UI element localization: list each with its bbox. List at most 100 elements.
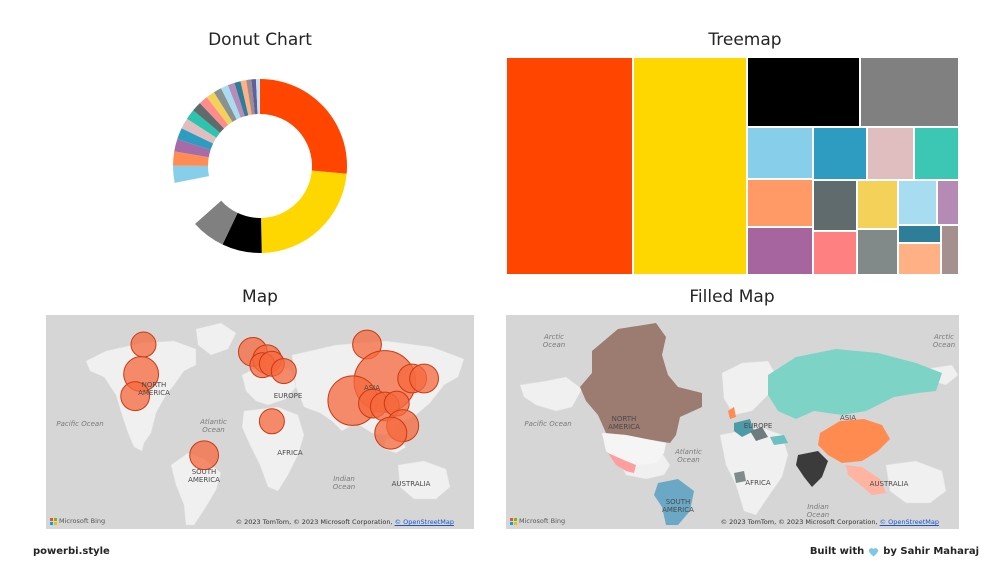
treemap-tile[interactable] [746, 126, 813, 180]
country-canada-us [580, 323, 702, 443]
treemap-tile[interactable] [812, 126, 868, 180]
donut-slice[interactable] [173, 165, 209, 183]
country-middle-east [770, 435, 788, 445]
donut-slice[interactable] [193, 103, 225, 133]
filled-map[interactable]: Arctic Ocean Arctic Ocean NORTH AMERICA … [506, 315, 959, 529]
donut-slice[interactable] [220, 85, 241, 120]
donut-slice[interactable] [234, 81, 249, 117]
treemap-tile[interactable] [859, 57, 959, 127]
map-bubble[interactable] [258, 408, 285, 435]
filled-label-indian: Indian Ocean [806, 503, 830, 519]
bubble-map-canvas[interactable] [46, 315, 474, 529]
donut-slice[interactable] [222, 212, 262, 253]
donut-slice[interactable] [174, 176, 222, 224]
treemap-tile[interactable] [746, 57, 860, 127]
treemap-tile[interactable] [897, 224, 942, 244]
donut-slice[interactable] [255, 79, 260, 115]
donut-slice[interactable] [246, 79, 255, 115]
donut-slice[interactable] [227, 82, 245, 118]
donut-slice[interactable] [260, 79, 347, 174]
country-russia [768, 349, 942, 419]
filled-label-atlantic: Atlantic Ocean [675, 448, 702, 464]
treemap-tile[interactable] [857, 179, 898, 229]
map-label-australia: AUSTRALIA [391, 480, 431, 488]
map-label-asia: ASIA [363, 384, 381, 392]
country-europe-teal [734, 419, 754, 437]
treemap-tile[interactable] [941, 224, 959, 275]
donut-chart[interactable] [160, 66, 360, 266]
map-bubble[interactable] [189, 440, 220, 471]
map-bubble[interactable] [270, 358, 297, 385]
filled-bing-logo-text: Microsoft Bing [519, 517, 566, 525]
treemap-tile[interactable] [867, 126, 914, 180]
treemap-tile[interactable] [857, 228, 898, 275]
donut-slice[interactable] [199, 97, 229, 129]
treemap-tile[interactable] [937, 179, 959, 225]
microsoft-logo-icon [50, 517, 57, 525]
map-title: Map [242, 287, 278, 307]
map-bubble[interactable] [130, 331, 157, 358]
filled-label-arctic-left: Arctic Ocean [542, 333, 566, 349]
map-bubbles[interactable] [120, 329, 439, 471]
donut-slice[interactable] [174, 139, 211, 158]
footer-built-with: Built with [809, 546, 865, 557]
treemap-tile[interactable] [897, 179, 938, 225]
country-brazil [654, 479, 694, 525]
bing-logo-text: Microsoft Bing [59, 517, 106, 525]
donut-slice[interactable] [251, 79, 258, 115]
country-china [818, 419, 890, 463]
map-bubble[interactable] [409, 363, 439, 394]
donut-slice[interactable] [177, 128, 214, 150]
treemap-tile[interactable] [506, 57, 634, 275]
donut-slice[interactable] [186, 110, 221, 138]
filled-map-attribution: © 2023 TomTom, © 2023 Microsoft Corporat… [721, 518, 939, 526]
filled-label-africa: AFRICA [745, 479, 771, 487]
map-label-south-america: SOUTH AMERICA [188, 468, 220, 484]
country-sea-asia [846, 465, 886, 495]
donut-slice[interactable] [261, 170, 347, 253]
map-bubble[interactable] [374, 416, 408, 450]
footer-credit: Built with by Sahir Maharaj [810, 546, 979, 557]
microsoft-logo-icon [510, 517, 517, 525]
donut-slice[interactable] [195, 200, 238, 245]
map-attribution-text: © 2023 TomTom, © 2023 Microsoft Corporat… [235, 518, 393, 526]
treemap-tile[interactable] [746, 179, 813, 228]
filled-map-land [519, 360, 959, 516]
donut-slice[interactable] [206, 92, 233, 125]
filled-countries[interactable] [580, 323, 942, 525]
treemap[interactable] [506, 57, 959, 275]
donut-slice[interactable] [181, 118, 217, 144]
country-mexico [608, 453, 636, 473]
treemap-tile[interactable] [812, 230, 858, 275]
map-label-north-america: NORTH AMERICA [138, 381, 170, 397]
filled-map-canvas[interactable] [506, 315, 959, 529]
country-uk [728, 407, 736, 419]
treemap-tile[interactable] [913, 126, 959, 180]
map-label-europe: EUROPE [273, 392, 303, 400]
map-label-atlantic: Atlantic Ocean [200, 418, 227, 434]
treemap-title: Treemap [708, 30, 782, 50]
bubble-map[interactable]: NORTH AMERICA SOUTH AMERICA EUROPE ASIA … [46, 315, 474, 529]
filled-label-south-america: SOUTH AMERICA [662, 498, 694, 514]
heart-icon [869, 547, 879, 557]
donut-slice[interactable] [213, 88, 237, 122]
donut-chart-title: Donut Chart [208, 30, 312, 50]
map-label-pacific: Pacific Ocean [56, 420, 104, 428]
treemap-tile[interactable] [746, 227, 813, 275]
filled-map-title: Filled Map [689, 287, 775, 307]
filled-openstreetmap-link[interactable]: © OpenStreetMap [879, 518, 939, 526]
country-india [796, 451, 828, 487]
donut-slice[interactable] [240, 80, 252, 116]
treemap-tile[interactable] [897, 243, 942, 275]
country-africa-gray [734, 471, 746, 483]
filled-label-asia: ASIA [839, 414, 857, 422]
map-bubble[interactable] [120, 381, 151, 412]
donut-slice[interactable] [173, 151, 209, 166]
country-europe-gray [750, 427, 768, 441]
country-usa [602, 433, 666, 465]
footer-brand: powerbi.style [33, 546, 110, 557]
treemap-tile[interactable] [633, 57, 747, 275]
treemap-tile[interactable] [812, 179, 858, 231]
map-attribution: © 2023 TomTom, © 2023 Microsoft Corporat… [236, 518, 454, 526]
openstreetmap-link[interactable]: © OpenStreetMap [394, 518, 454, 526]
